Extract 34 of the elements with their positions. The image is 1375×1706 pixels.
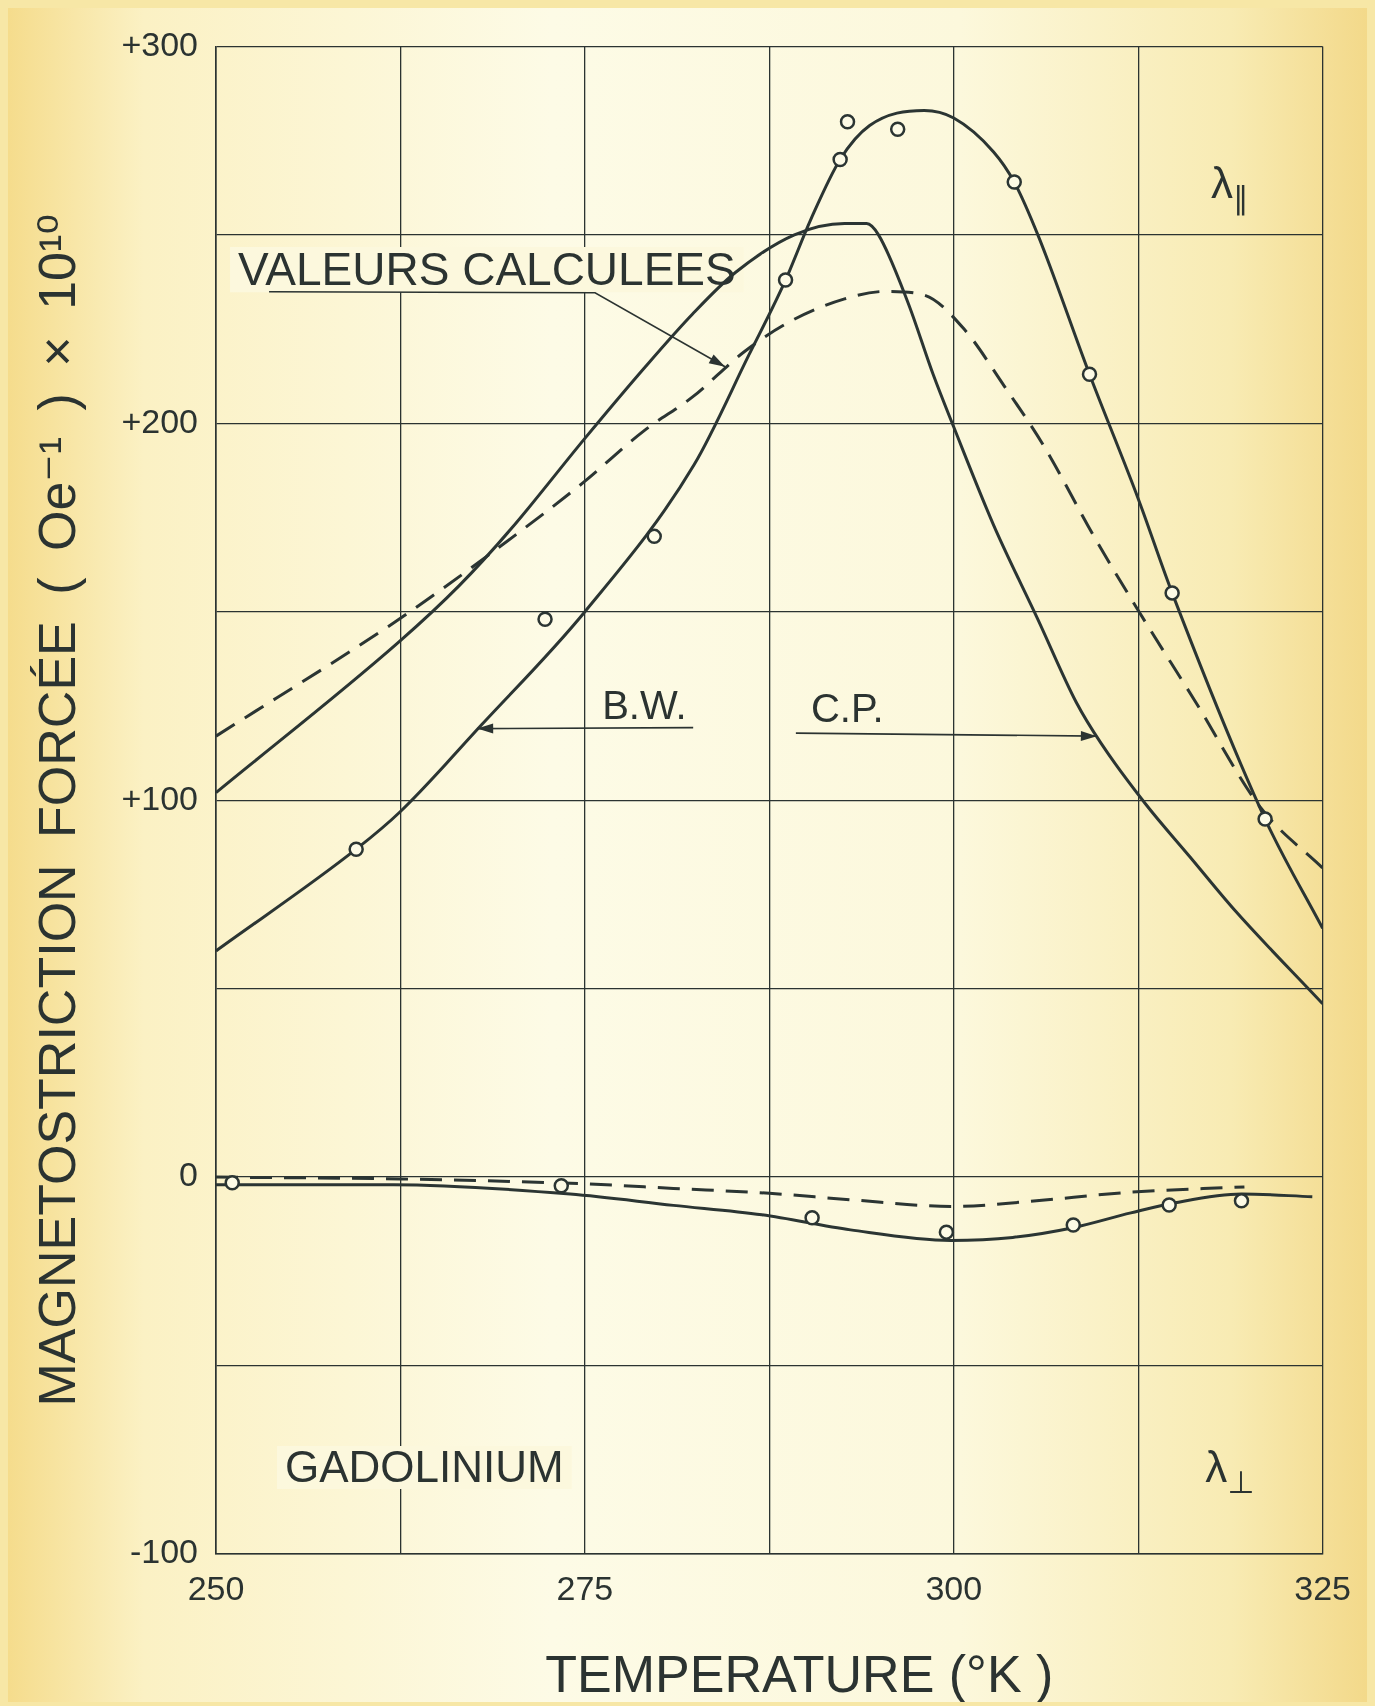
y-axis-title: MAGNETOSTRICTION FORCÉE ( Oe⁻¹ ) × 10¹⁰ (28, 213, 86, 1407)
x-tick-label: 250 (187, 1568, 245, 1607)
point (646, 528, 662, 545)
annotation: B.W. (602, 682, 687, 727)
point (537, 611, 553, 628)
point (1257, 811, 1273, 827)
x-tick-label: 300 (925, 1568, 983, 1607)
point (777, 272, 794, 288)
point (1081, 366, 1098, 383)
y-tick-label: +100 (121, 778, 198, 817)
y-tick-label: -100 (129, 1532, 198, 1571)
point (1006, 174, 1022, 190)
point (839, 114, 856, 130)
annotation: λ⊥ (1205, 1442, 1255, 1500)
annotation: C.P. (810, 686, 884, 731)
y-tick-label: +300 (121, 24, 198, 63)
x-tick-label: 275 (556, 1568, 614, 1607)
y-tick-label: 0 (179, 1155, 198, 1194)
point (224, 1175, 240, 1191)
point (889, 121, 906, 138)
point (1065, 1217, 1082, 1233)
point (938, 1224, 955, 1240)
y-tick-label: +200 (121, 401, 198, 440)
annotation: VALEURS CALCULEES (238, 242, 736, 295)
point (553, 1178, 570, 1194)
x-tick-label: 325 (1294, 1568, 1351, 1607)
point (832, 151, 848, 168)
point (348, 841, 364, 857)
point (1233, 1193, 1250, 1209)
point (1164, 585, 1180, 601)
point (804, 1210, 820, 1226)
annotation: λ∥ (1210, 158, 1249, 216)
annotation: GADOLINIUM (285, 1442, 564, 1491)
point (1161, 1197, 1177, 1213)
